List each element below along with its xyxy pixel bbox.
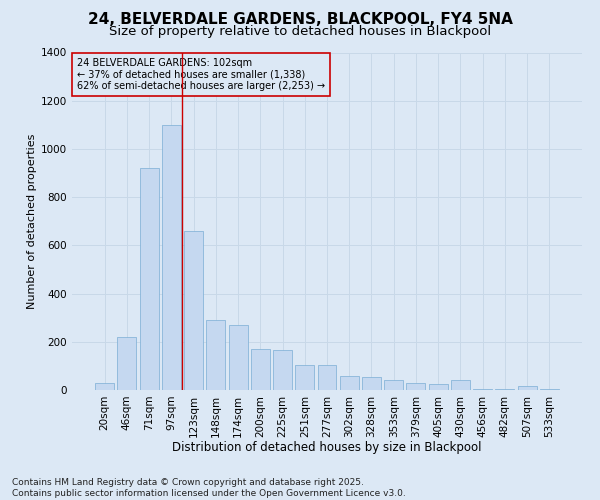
- Bar: [273, 350, 292, 390]
- Bar: [451, 380, 470, 390]
- Bar: [162, 125, 181, 390]
- Bar: [362, 376, 381, 390]
- Bar: [295, 364, 314, 390]
- Bar: [518, 386, 536, 390]
- Bar: [206, 320, 225, 390]
- Bar: [540, 389, 559, 390]
- Bar: [384, 380, 403, 390]
- Bar: [251, 349, 270, 390]
- Bar: [473, 389, 492, 390]
- Bar: [118, 337, 136, 390]
- Text: 24, BELVERDALE GARDENS, BLACKPOOL, FY4 5NA: 24, BELVERDALE GARDENS, BLACKPOOL, FY4 5…: [88, 12, 512, 28]
- Bar: [340, 376, 359, 390]
- Bar: [429, 384, 448, 390]
- Text: Contains HM Land Registry data © Crown copyright and database right 2025.
Contai: Contains HM Land Registry data © Crown c…: [12, 478, 406, 498]
- Bar: [95, 383, 114, 390]
- Text: Size of property relative to detached houses in Blackpool: Size of property relative to detached ho…: [109, 25, 491, 38]
- Bar: [317, 364, 337, 390]
- Text: 24 BELVERDALE GARDENS: 102sqm
← 37% of detached houses are smaller (1,338)
62% o: 24 BELVERDALE GARDENS: 102sqm ← 37% of d…: [77, 58, 325, 91]
- X-axis label: Distribution of detached houses by size in Blackpool: Distribution of detached houses by size …: [172, 441, 482, 454]
- Bar: [140, 168, 158, 390]
- Y-axis label: Number of detached properties: Number of detached properties: [27, 134, 37, 309]
- Bar: [496, 389, 514, 390]
- Bar: [184, 231, 203, 390]
- Bar: [229, 325, 248, 390]
- Bar: [406, 383, 425, 390]
